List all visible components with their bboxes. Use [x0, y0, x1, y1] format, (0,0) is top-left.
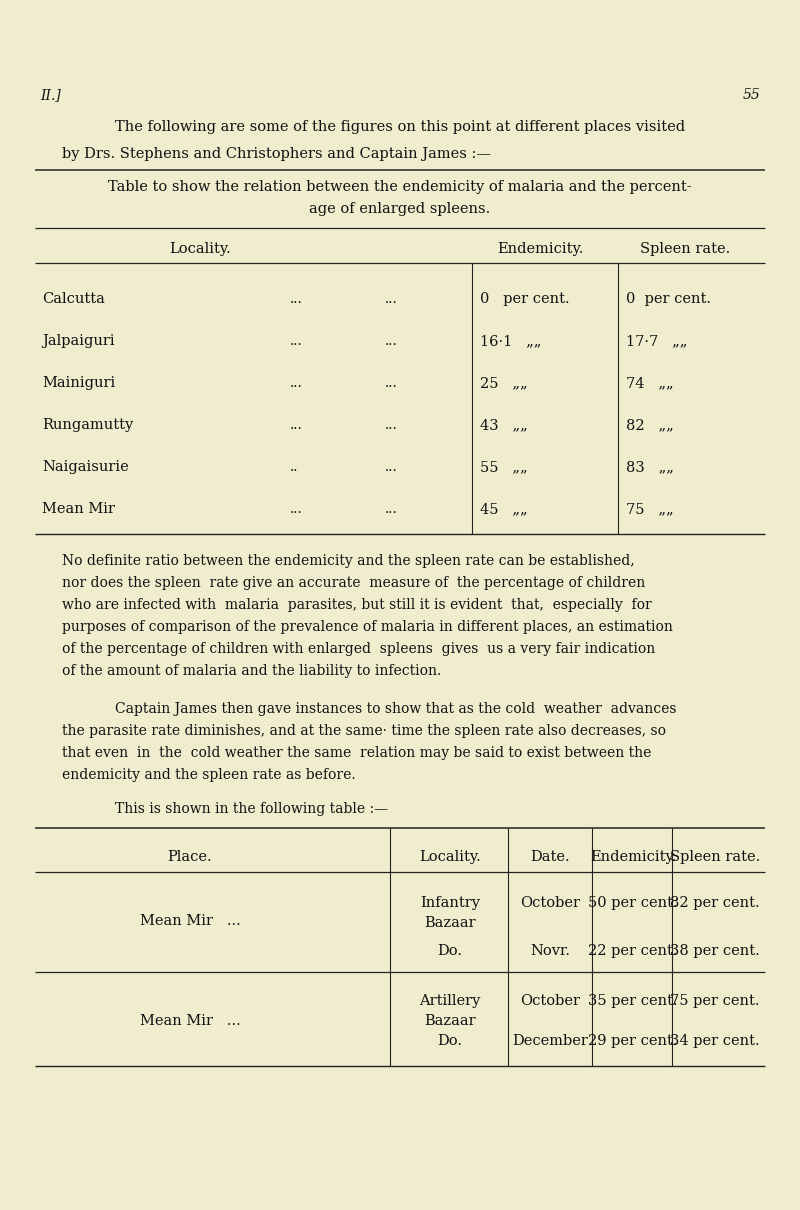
Text: Jalpaiguri: Jalpaiguri: [42, 334, 114, 348]
Text: Date.: Date.: [530, 849, 570, 864]
Text: Mainiguri: Mainiguri: [42, 376, 115, 390]
Text: 0   per cent.: 0 per cent.: [480, 292, 570, 306]
Text: ...: ...: [385, 292, 398, 306]
Text: 22 per cent.: 22 per cent.: [588, 944, 678, 958]
Text: 38 per cent.: 38 per cent.: [670, 944, 760, 958]
Text: that even  in  the  cold weather the same  relation may be said to exist between: that even in the cold weather the same r…: [62, 747, 651, 760]
Text: Spleen rate.: Spleen rate.: [640, 242, 730, 257]
Text: 0  per cent.: 0 per cent.: [626, 292, 711, 306]
Text: 82 per cent.: 82 per cent.: [670, 895, 760, 910]
Text: 29 per cent.: 29 per cent.: [588, 1035, 678, 1048]
Text: Bazaar: Bazaar: [424, 1014, 476, 1028]
Text: October: October: [520, 993, 580, 1008]
Text: 17·7   „„: 17·7 „„: [626, 334, 687, 348]
Text: ...: ...: [385, 334, 398, 348]
Text: Mean Mir: Mean Mir: [42, 502, 115, 515]
Text: 34 per cent.: 34 per cent.: [670, 1035, 760, 1048]
Text: Naigaisurie: Naigaisurie: [42, 460, 129, 474]
Text: age of enlarged spleens.: age of enlarged spleens.: [310, 202, 490, 217]
Text: December: December: [512, 1035, 588, 1048]
Text: of the percentage of children with enlarged  spleens  gives  us a very fair indi: of the percentage of children with enlar…: [62, 643, 655, 656]
Text: II.]: II.]: [40, 88, 61, 102]
Text: ...: ...: [290, 292, 302, 306]
Text: Mean Mir   ...: Mean Mir ...: [140, 914, 240, 928]
Text: ...: ...: [290, 376, 302, 390]
Text: ...: ...: [385, 502, 398, 515]
Text: 43   „„: 43 „„: [480, 417, 528, 432]
Text: 55   „„: 55 „„: [480, 460, 528, 474]
Text: No definite ratio between the endemicity and the spleen rate can be established,: No definite ratio between the endemicity…: [62, 554, 634, 567]
Text: Endemicity.: Endemicity.: [590, 849, 676, 864]
Text: Captain James then gave instances to show that as the cold  weather  advances: Captain James then gave instances to sho…: [115, 702, 677, 716]
Text: Do.: Do.: [438, 944, 462, 958]
Text: Bazaar: Bazaar: [424, 916, 476, 930]
Text: Artillery: Artillery: [419, 993, 481, 1008]
Text: 74   „„: 74 „„: [626, 376, 674, 390]
Text: ...: ...: [385, 417, 398, 432]
Text: 16·1   „„: 16·1 „„: [480, 334, 542, 348]
Text: Place.: Place.: [168, 849, 212, 864]
Text: Spleen rate.: Spleen rate.: [670, 849, 760, 864]
Text: ..: ..: [290, 460, 298, 474]
Text: 75 per cent.: 75 per cent.: [670, 993, 760, 1008]
Text: Rungamutty: Rungamutty: [42, 417, 134, 432]
Text: Locality.: Locality.: [169, 242, 231, 257]
Text: 83   „„: 83 „„: [626, 460, 674, 474]
Text: 75   „„: 75 „„: [626, 502, 674, 515]
Text: purposes of comparison of the prevalence of malaria in different places, an esti: purposes of comparison of the prevalence…: [62, 620, 673, 634]
Text: 55: 55: [742, 88, 760, 102]
Text: 82   „„: 82 „„: [626, 417, 674, 432]
Text: Table to show the relation between the endemicity of malaria and the percent-: Table to show the relation between the e…: [108, 180, 692, 194]
Text: ...: ...: [385, 376, 398, 390]
Text: by Drs. Stephens and Christophers and Captain James :—: by Drs. Stephens and Christophers and Ca…: [62, 146, 491, 161]
Text: ...: ...: [290, 502, 302, 515]
Text: endemicity and the spleen rate as before.: endemicity and the spleen rate as before…: [62, 768, 356, 782]
Text: October: October: [520, 895, 580, 910]
Text: Calcutta: Calcutta: [42, 292, 105, 306]
Text: 45   „„: 45 „„: [480, 502, 528, 515]
Text: ...: ...: [385, 460, 398, 474]
Text: who are infected with  malaria  parasites, but still it is evident  that,  espec: who are infected with malaria parasites,…: [62, 598, 652, 612]
Text: Endemicity.: Endemicity.: [497, 242, 583, 257]
Text: nor does the spleen  rate give an accurate  measure of  the percentage of childr: nor does the spleen rate give an accurat…: [62, 576, 646, 590]
Text: Novr.: Novr.: [530, 944, 570, 958]
Text: Locality.: Locality.: [419, 849, 481, 864]
Text: Mean Mir   ...: Mean Mir ...: [140, 1014, 240, 1028]
Text: 25   „„: 25 „„: [480, 376, 528, 390]
Text: of the amount of malaria and the liability to infection.: of the amount of malaria and the liabili…: [62, 664, 442, 678]
Text: ...: ...: [290, 334, 302, 348]
Text: 35 per cent.: 35 per cent.: [588, 993, 678, 1008]
Text: 50 per cent.: 50 per cent.: [588, 895, 678, 910]
Text: Do.: Do.: [438, 1035, 462, 1048]
Text: The following are some of the figures on this point at different places visited: The following are some of the figures on…: [115, 120, 685, 134]
Text: Infantry: Infantry: [420, 895, 480, 910]
Text: ...: ...: [290, 417, 302, 432]
Text: This is shown in the following table :—: This is shown in the following table :—: [115, 802, 388, 816]
Text: the parasite rate diminishes, and at the same· time the spleen rate also decreas: the parasite rate diminishes, and at the…: [62, 724, 666, 738]
